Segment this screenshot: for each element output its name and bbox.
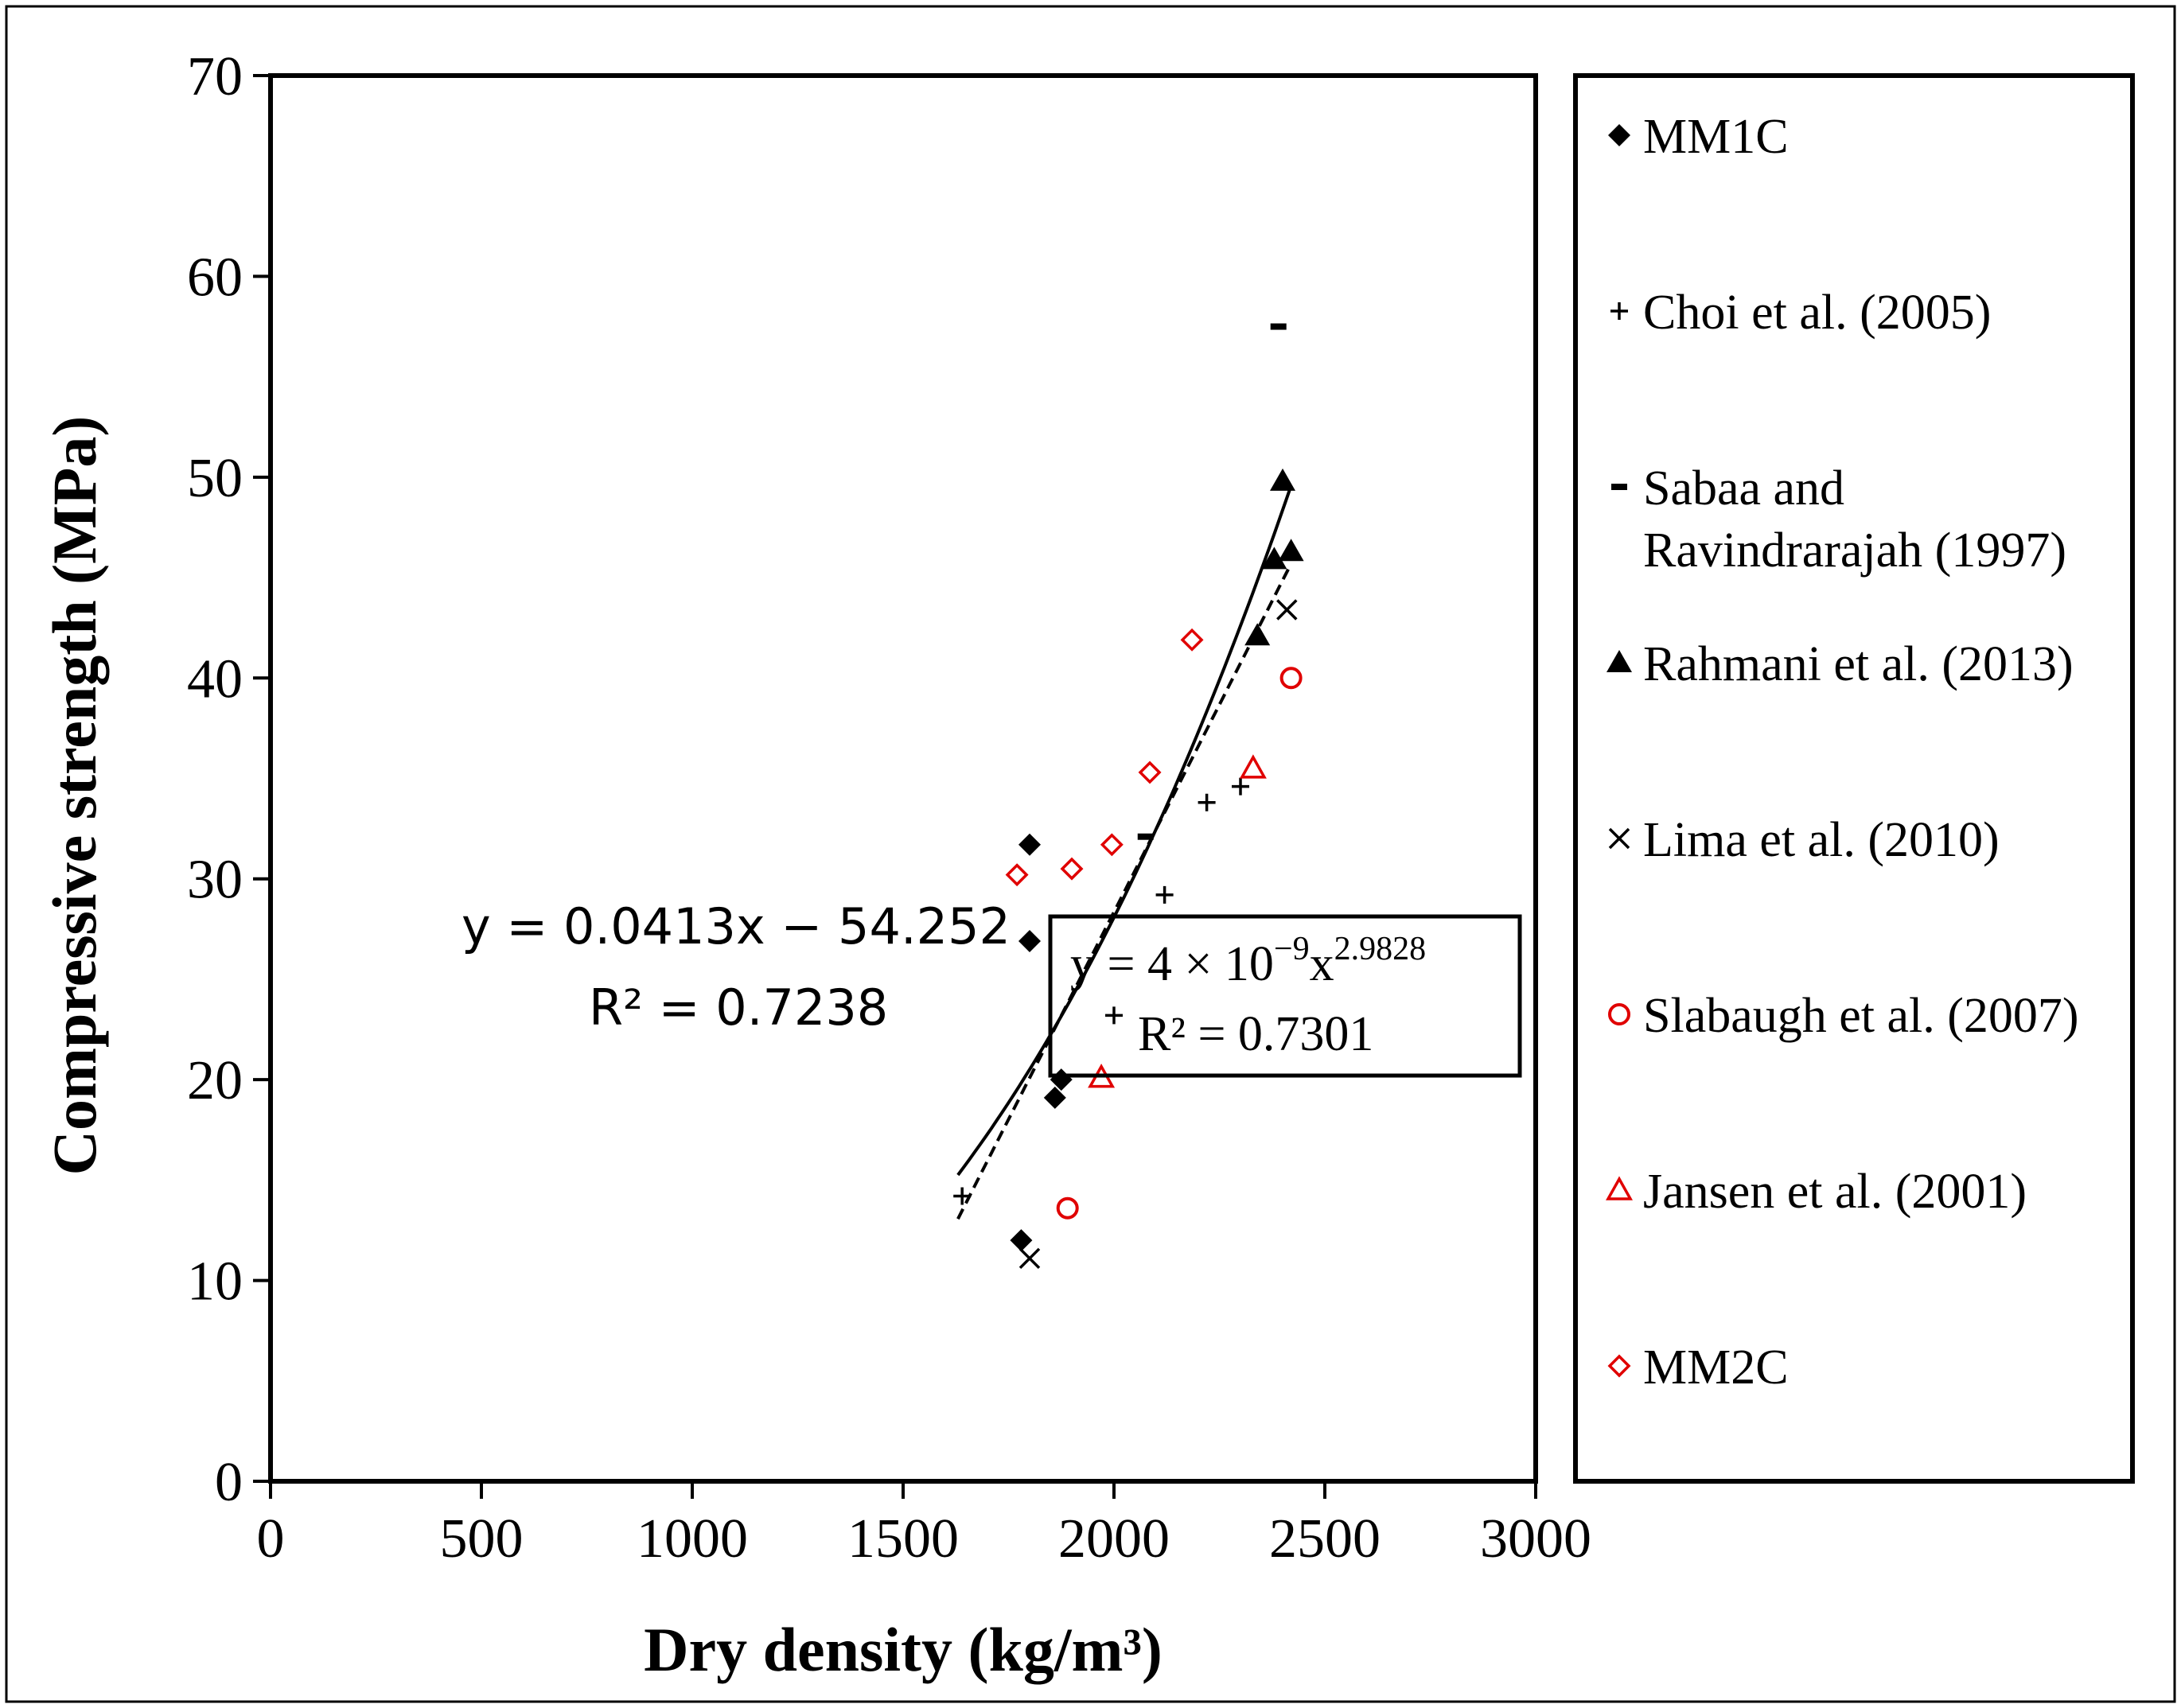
legend-label: Jansen et al. (2001) bbox=[1643, 1165, 2027, 1219]
linear-trendline bbox=[956, 562, 1293, 1220]
data-point bbox=[1018, 833, 1041, 856]
x-tick-label: 500 bbox=[440, 1508, 524, 1570]
data-point bbox=[1279, 667, 1303, 690]
x-tick-label: 0 bbox=[257, 1508, 285, 1570]
data-point bbox=[1056, 1196, 1079, 1220]
legend-label: MM1C bbox=[1643, 110, 1789, 164]
linear-equation: y = 0.0413x − 54.252 bbox=[462, 897, 1011, 955]
legend-marker bbox=[1607, 1354, 1631, 1378]
legend-marker bbox=[1608, 1003, 1630, 1025]
data-point bbox=[1244, 623, 1271, 646]
legend-marker bbox=[1611, 484, 1627, 490]
power-r2: R² = 0.7301 bbox=[1138, 1007, 1373, 1061]
x-tick-label: 3000 bbox=[1480, 1508, 1591, 1570]
y-tick-label: 60 bbox=[187, 247, 243, 308]
legend-label: Slabaugh et al. (2007) bbox=[1643, 989, 2079, 1043]
x-tick-label: 1000 bbox=[637, 1508, 748, 1570]
data-point bbox=[1155, 885, 1174, 904]
data-point bbox=[1010, 1229, 1033, 1252]
svg-text:y = 4 × 10−9x2.9828: y = 4 × 10−9x2.9828 bbox=[1070, 931, 1426, 991]
data-point bbox=[1276, 599, 1298, 621]
data-point bbox=[1239, 754, 1267, 779]
y-tick-label: 20 bbox=[187, 1050, 243, 1111]
power-equation-mid: x bbox=[1310, 937, 1334, 991]
figure-frame bbox=[5, 5, 2176, 1703]
legend-box bbox=[1573, 73, 2135, 1484]
data-point bbox=[1278, 539, 1304, 562]
legend: MM1C Choi et al. (2005) Sabaa and Ravindrar… bbox=[1606, 110, 2079, 1395]
y-axis-title: Compressive strength (MPa) bbox=[40, 416, 109, 1176]
data-point bbox=[1180, 628, 1204, 652]
legend-marker bbox=[1610, 302, 1628, 320]
legend-marker bbox=[1608, 124, 1630, 146]
y-tick-label: 30 bbox=[187, 850, 243, 911]
power-equation-exp1: −9 bbox=[1274, 931, 1310, 967]
data-points bbox=[953, 323, 1304, 1270]
plot-area bbox=[268, 73, 1538, 1484]
data-point bbox=[1138, 761, 1162, 784]
legend-label: MM2C bbox=[1643, 1340, 1789, 1395]
data-point bbox=[1270, 323, 1287, 330]
data-point bbox=[1261, 547, 1287, 570]
x-axis-title: Dry density (kg/m³) bbox=[644, 1615, 1163, 1684]
x-tick-label: 2500 bbox=[1269, 1508, 1381, 1570]
data-point bbox=[1105, 1006, 1123, 1025]
data-point bbox=[1137, 833, 1154, 840]
y-tick-label: 10 bbox=[187, 1251, 243, 1313]
power-equation-box: y = 4 × 10−9x2.9828 R² = 0.7301 bbox=[1048, 914, 1522, 1078]
data-point bbox=[1232, 777, 1249, 796]
legend-marker bbox=[1607, 650, 1632, 672]
y-tick-label: 0 bbox=[215, 1452, 243, 1513]
power-equation-prefix: y = 4 × 10 bbox=[1070, 937, 1274, 991]
power-trendline bbox=[956, 484, 1293, 1177]
data-point bbox=[1018, 929, 1041, 952]
x-tick-label: 1500 bbox=[847, 1508, 959, 1570]
axes: 0 500 1000 1500 2000 2500 3000 0 10 20 30 40 50 60 70 bbox=[187, 46, 1591, 1570]
legend-marker bbox=[1608, 827, 1630, 850]
y-tick-label: 50 bbox=[187, 448, 243, 509]
data-point bbox=[1043, 1086, 1066, 1109]
data-point bbox=[1100, 833, 1124, 857]
data-point bbox=[953, 1187, 972, 1205]
legend-label: Lima et al. (2010) bbox=[1643, 813, 2000, 867]
legend-label: Sabaa and Ravindrarajah (1997) bbox=[1643, 461, 2066, 578]
data-point bbox=[1198, 793, 1216, 811]
linear-r2: R² = 0.7238 bbox=[589, 979, 888, 1037]
data-point bbox=[1005, 863, 1029, 887]
y-tick-label: 70 bbox=[187, 46, 243, 107]
legend-marker bbox=[1606, 1176, 1633, 1200]
y-tick-label: 40 bbox=[187, 648, 243, 710]
legend-label: Choi et al. (2005) bbox=[1643, 286, 1991, 340]
trendlines bbox=[956, 484, 1293, 1220]
legend-label: Rahmani et al. (2013) bbox=[1643, 637, 2074, 691]
power-equation-exp2: 2.9828 bbox=[1334, 931, 1427, 967]
x-tick-label: 2000 bbox=[1058, 1508, 1170, 1570]
data-point bbox=[1018, 1247, 1041, 1270]
data-point bbox=[1060, 857, 1084, 881]
data-point bbox=[1270, 468, 1295, 491]
